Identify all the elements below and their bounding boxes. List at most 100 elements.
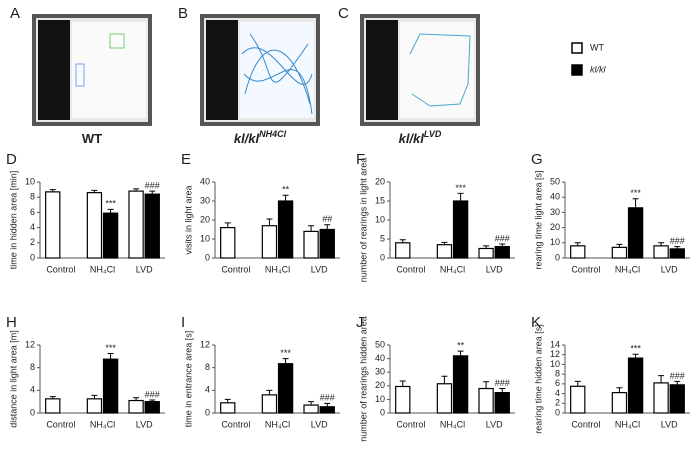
y-tick-label: 0 bbox=[30, 252, 35, 262]
y-tick-label: 30 bbox=[200, 195, 210, 205]
significance-label: *** bbox=[105, 199, 116, 209]
error-bar bbox=[441, 241, 448, 245]
bar bbox=[102, 358, 119, 414]
error-bar bbox=[499, 388, 506, 393]
y-tick-label: 6 bbox=[555, 378, 560, 388]
significance-label: *** bbox=[280, 348, 291, 358]
x-tick-label: LVD bbox=[486, 264, 503, 274]
panel-letter: G bbox=[531, 151, 543, 168]
photo-label-sup: NH4Cl bbox=[259, 129, 287, 139]
bar bbox=[494, 246, 510, 259]
error-bar bbox=[632, 198, 639, 208]
x-tick-label: NH₄Cl bbox=[90, 264, 115, 274]
y-tick-label: 2 bbox=[555, 398, 560, 408]
error-bar bbox=[674, 246, 681, 249]
significance-label: ## bbox=[322, 214, 332, 224]
panel-letter: C bbox=[338, 5, 349, 22]
error-bar bbox=[308, 225, 315, 232]
error-bar bbox=[658, 375, 665, 383]
y-axis-title: rearing time hidden area [s] bbox=[533, 324, 543, 434]
error-bar bbox=[91, 189, 98, 193]
error-bar bbox=[483, 381, 490, 389]
photo-frames bbox=[32, 14, 480, 126]
error-bar bbox=[266, 218, 273, 226]
bar bbox=[395, 242, 411, 259]
error-bar bbox=[266, 389, 273, 395]
panel-letter: A bbox=[10, 5, 20, 22]
x-tick-label: NH₄Cl bbox=[265, 264, 290, 274]
error-bar bbox=[324, 224, 331, 230]
error-bar bbox=[224, 398, 231, 403]
x-tick-label: LVD bbox=[311, 264, 328, 274]
y-tick-label: 20 bbox=[375, 380, 385, 390]
y-tick-label: 4 bbox=[30, 222, 35, 232]
y-axis-title: visits in light area bbox=[183, 185, 193, 254]
error-bar bbox=[91, 394, 98, 399]
bar bbox=[144, 193, 160, 259]
bar bbox=[45, 398, 61, 414]
photo-label: WT bbox=[82, 131, 102, 146]
y-axis-title: time in hidden area [min] bbox=[8, 171, 18, 270]
x-tick-label: Control bbox=[46, 264, 75, 274]
x-tick-label: LVD bbox=[486, 419, 503, 429]
y-tick-label: 8 bbox=[555, 369, 560, 379]
photo-label: kl/klLVD bbox=[399, 129, 442, 146]
bar bbox=[303, 230, 319, 259]
bar bbox=[128, 399, 144, 414]
bar bbox=[86, 192, 103, 259]
bar bbox=[611, 246, 628, 259]
panel-letter: D bbox=[6, 151, 17, 168]
y-tick-label: 4 bbox=[205, 385, 210, 395]
y-tick-label: 0 bbox=[205, 407, 210, 417]
error-bar bbox=[499, 243, 506, 247]
bar bbox=[144, 401, 160, 414]
panel-letter: J bbox=[356, 314, 364, 331]
x-tick-label: NH₄Cl bbox=[265, 419, 290, 429]
error-bar bbox=[49, 189, 56, 192]
x-tick-label: NH₄Cl bbox=[440, 264, 465, 274]
x-tick-label: NH₄Cl bbox=[615, 264, 640, 274]
bar bbox=[452, 355, 469, 414]
significance-label: ** bbox=[457, 340, 465, 350]
error-bar bbox=[441, 375, 448, 384]
error-bar bbox=[49, 396, 56, 399]
y-axis-title: time in entrance area [s] bbox=[183, 331, 193, 428]
error-bar bbox=[224, 222, 231, 228]
bar bbox=[627, 207, 644, 259]
bar bbox=[128, 190, 144, 259]
x-tick-label: NH₄Cl bbox=[615, 419, 640, 429]
x-tick-label: Control bbox=[221, 264, 250, 274]
significance-label: ** bbox=[282, 185, 290, 195]
error-bar bbox=[107, 353, 114, 360]
y-tick-label: 0 bbox=[30, 407, 35, 417]
error-bar bbox=[574, 242, 581, 246]
bar bbox=[102, 212, 119, 259]
y-tick-label: 0 bbox=[555, 252, 560, 262]
panel-letter: H bbox=[6, 314, 17, 331]
bar bbox=[319, 406, 335, 414]
legend-swatch bbox=[571, 42, 583, 54]
x-tick-label: Control bbox=[571, 264, 600, 274]
bar bbox=[45, 191, 61, 259]
bar bbox=[611, 392, 628, 414]
x-tick-label: NH₄Cl bbox=[90, 419, 115, 429]
bar bbox=[319, 228, 335, 259]
significance-label: *** bbox=[630, 344, 641, 354]
legend-label: WT bbox=[590, 42, 604, 52]
bar bbox=[261, 225, 278, 259]
error-bar bbox=[308, 401, 315, 406]
error-bar bbox=[399, 239, 406, 243]
bar bbox=[277, 363, 294, 414]
bar bbox=[220, 402, 236, 414]
photo-label-main: kl/kl bbox=[234, 131, 260, 146]
bar bbox=[627, 357, 644, 414]
x-tick-label: LVD bbox=[136, 264, 153, 274]
bar bbox=[653, 382, 669, 414]
y-tick-label: 12 bbox=[200, 339, 210, 349]
bar bbox=[570, 385, 586, 414]
significance-label: ### bbox=[495, 378, 510, 388]
significance-label: *** bbox=[630, 188, 641, 198]
bar bbox=[669, 248, 685, 259]
bar bbox=[261, 394, 278, 414]
